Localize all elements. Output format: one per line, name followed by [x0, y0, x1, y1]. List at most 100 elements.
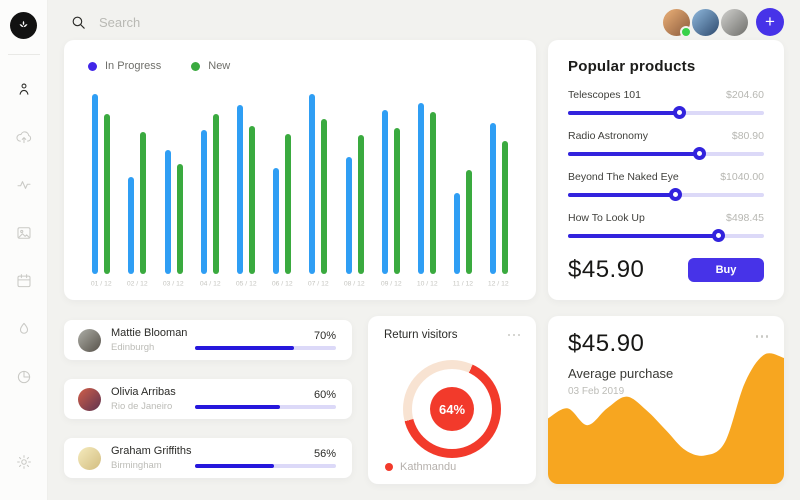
- price-slider[interactable]: [568, 188, 764, 201]
- donut-legend: Kathmandu: [385, 461, 456, 473]
- progress-bar: [195, 405, 336, 409]
- x-axis-label: 01 / 12: [90, 279, 112, 288]
- topbar-right: +: [661, 8, 784, 38]
- x-axis-label: 06 / 12: [271, 279, 293, 288]
- x-axis-label: 12 / 12: [488, 279, 510, 288]
- bar-in-progress: [489, 122, 496, 274]
- bar-new: [140, 131, 147, 274]
- slider-thumb[interactable]: [669, 188, 683, 201]
- product-row: Telescopes 101 $204.60: [568, 89, 764, 119]
- bar-new: [429, 112, 436, 274]
- sidebar-item-settings[interactable]: [9, 438, 39, 486]
- bar-group: 02 / 12: [125, 88, 149, 288]
- slider-thumb[interactable]: [673, 106, 687, 119]
- customer-percent: 60%: [313, 389, 336, 401]
- bar-chart-plot: 01 / 12 02 / 12 03 / 12 04 / 12 05 / 12 06 / …: [89, 88, 511, 288]
- slider-thumb[interactable]: [712, 229, 726, 242]
- app-logo[interactable]: [10, 12, 37, 39]
- buy-button[interactable]: Buy: [688, 258, 764, 282]
- avatar-user-3[interactable]: [721, 8, 748, 36]
- product-name: Beyond The Naked Eye: [568, 171, 679, 183]
- sidebar-item-upload[interactable]: [9, 113, 39, 161]
- customer-name: Graham Griffiths: [111, 445, 192, 458]
- products-footer: $45.90 Buy: [568, 256, 764, 284]
- slider-thumb[interactable]: [692, 147, 706, 160]
- sidebar-item-images[interactable]: [9, 209, 39, 257]
- sidebar-item-activity[interactable]: [9, 161, 39, 209]
- products-list: Telescopes 101 $204.60 Radio Astronomy $80.…: [568, 89, 764, 242]
- slider-fill: [568, 152, 700, 156]
- bar-group: 05 / 12: [234, 88, 258, 288]
- bar-in-progress: [417, 103, 424, 274]
- area-chart: [548, 353, 784, 484]
- legend-label: In Progress: [105, 60, 162, 72]
- price-slider[interactable]: [568, 229, 764, 242]
- legend-item[interactable]: New: [191, 60, 230, 72]
- progress-bar: [195, 346, 336, 350]
- avatar-user-1[interactable]: [663, 8, 692, 38]
- legend-item[interactable]: In Progress: [88, 60, 161, 72]
- legend-label: New: [208, 60, 231, 72]
- avatar: [78, 387, 101, 411]
- bar-group: 11 / 12: [451, 88, 475, 288]
- customer-card[interactable]: Graham Griffiths Birmingham 56%: [64, 438, 352, 478]
- product-price: $204.60: [726, 89, 764, 101]
- bar-in-progress: [453, 193, 460, 274]
- search-box[interactable]: [70, 13, 321, 31]
- avatar-user-2[interactable]: [692, 8, 719, 36]
- bar-new: [321, 119, 328, 274]
- average-purchase-card: $45.90 Average purchase 03 Feb 2019: [548, 316, 784, 484]
- popular-products-card: Popular products Telescopes 101 $204.60 Ra…: [548, 40, 784, 300]
- x-axis-label: 03 / 12: [163, 279, 185, 288]
- donut-center: 64%: [430, 387, 474, 431]
- customer-name: Mattie Blooman: [111, 327, 188, 340]
- add-user-button[interactable]: +: [756, 8, 784, 36]
- bar-new: [357, 135, 364, 274]
- search-input[interactable]: [97, 13, 321, 31]
- sidebar-item-profile[interactable]: [9, 65, 39, 113]
- more-menu-icon[interactable]: [507, 331, 520, 340]
- legend-label: Kathmandu: [400, 461, 457, 473]
- bar-in-progress: [345, 157, 352, 274]
- average-date: 03 Feb 2019: [568, 386, 625, 397]
- sidebar-item-calendar[interactable]: [9, 257, 39, 305]
- gear-icon: [16, 455, 31, 469]
- x-axis-label: 07 / 12: [307, 279, 329, 288]
- bar-in-progress: [273, 167, 280, 274]
- legend-dot: [385, 463, 393, 471]
- bar-in-progress: [164, 149, 171, 274]
- price-slider[interactable]: [568, 106, 764, 119]
- x-axis-label: 11 / 12: [452, 279, 473, 288]
- bar-group: 10 / 12: [415, 88, 439, 288]
- bar-new: [248, 126, 255, 274]
- progress-fill: [195, 346, 294, 350]
- x-axis-label: 10 / 12: [416, 279, 438, 288]
- pie-chart-icon: [17, 370, 30, 384]
- product-row: Radio Astronomy $80.90: [568, 130, 764, 160]
- customer-card[interactable]: Mattie Blooman Edinburgh 70%: [64, 320, 352, 360]
- bar-group: 03 / 12: [161, 88, 185, 288]
- x-axis-label: 08 / 12: [344, 279, 365, 288]
- card-title: Popular products: [568, 58, 696, 75]
- cloud-upload-icon: [15, 131, 31, 144]
- card-header: Return visitors: [384, 329, 520, 341]
- legend-dot: [88, 61, 97, 71]
- customer-city: Edinburgh: [111, 341, 155, 353]
- bar-in-progress: [92, 94, 99, 274]
- sidebar-item-trending[interactable]: [9, 305, 39, 353]
- more-menu-icon[interactable]: [755, 332, 768, 341]
- product-price: $1040.00: [720, 171, 764, 183]
- area-path: [548, 353, 784, 484]
- sidebar-item-reports[interactable]: [9, 353, 39, 401]
- slider-fill: [568, 111, 680, 115]
- orders-chart-card: In Progress New 01 / 12 02 / 12 03 / 12 04 /…: [64, 40, 536, 300]
- bar-in-progress: [128, 176, 135, 274]
- customer-card[interactable]: Olivia Arribas Rio de Janeiro 60%: [64, 379, 352, 419]
- bar-new: [393, 128, 400, 274]
- x-axis-label: 05 / 12: [235, 279, 257, 288]
- bar-new: [465, 169, 472, 274]
- bar-new: [285, 133, 292, 274]
- price-slider[interactable]: [568, 147, 764, 160]
- slider-fill: [568, 193, 676, 197]
- person-icon: [19, 83, 28, 95]
